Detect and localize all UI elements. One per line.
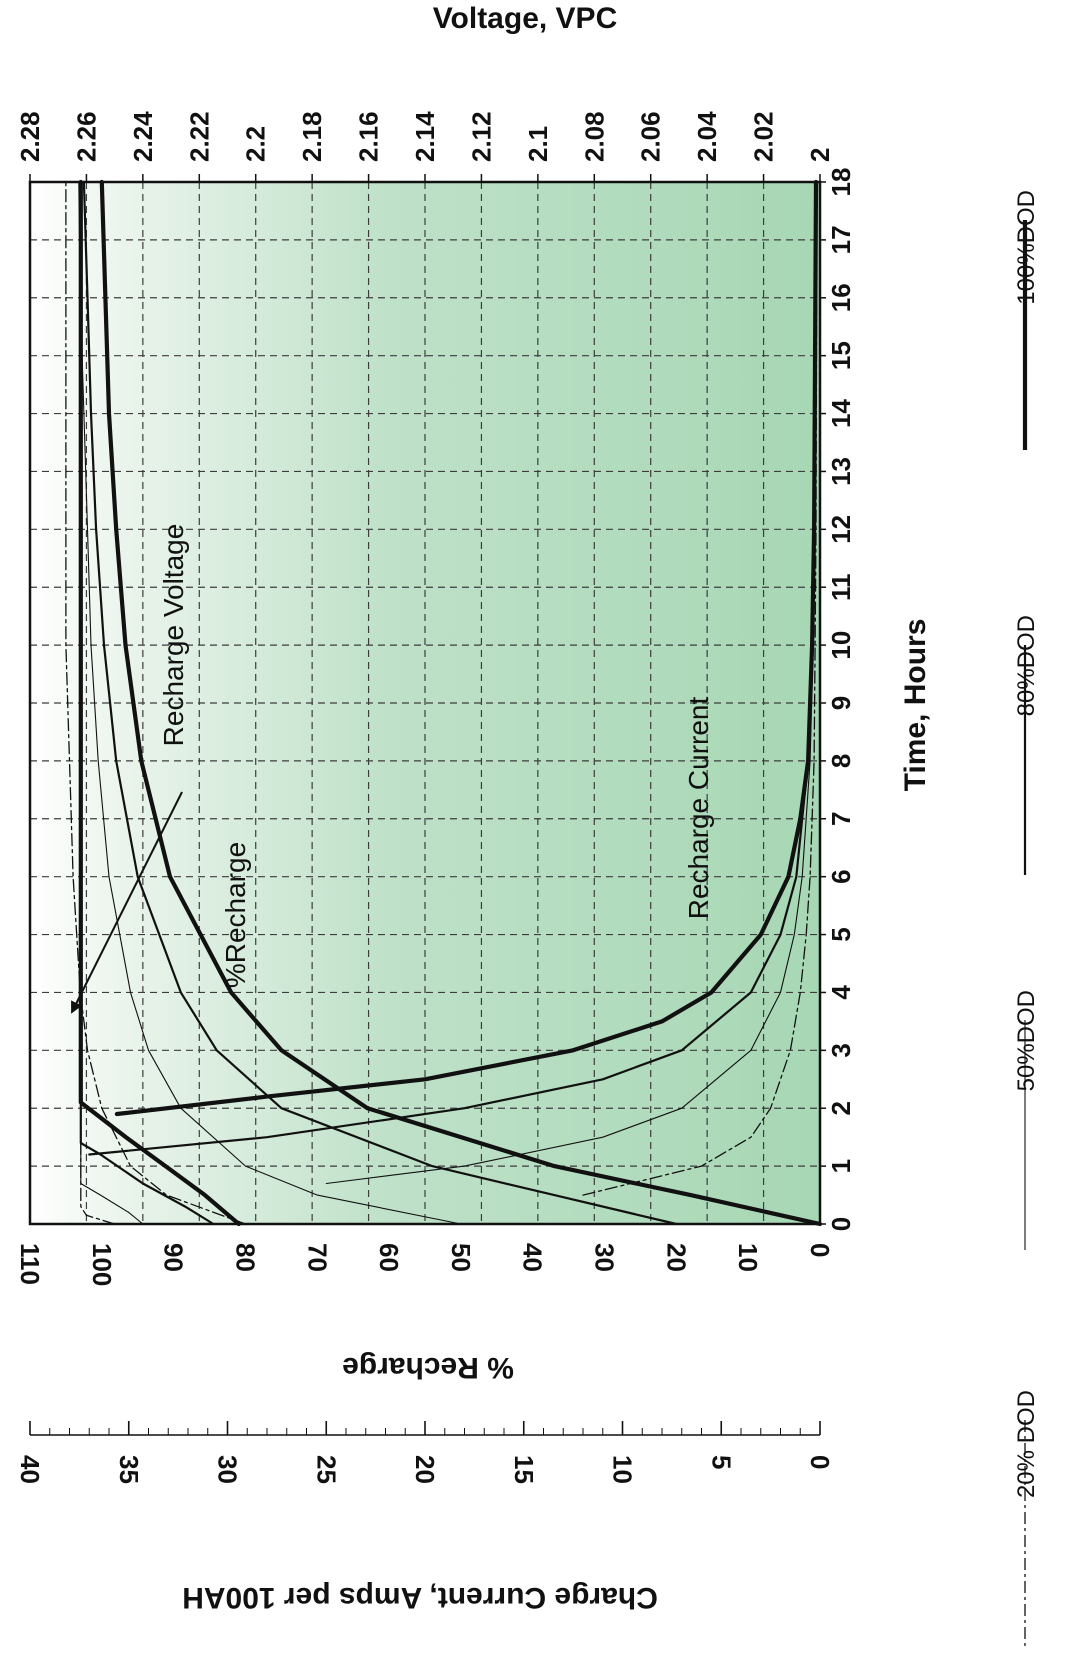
- recharge-tick-20: 20: [661, 1243, 691, 1272]
- recharge-axis-title: % Recharge: [342, 1351, 514, 1384]
- recharge-tick-100: 100: [87, 1243, 117, 1286]
- current-tick-40: 40: [15, 1455, 45, 1484]
- recharge-tick-labels: 0 10 20 30 40 50 60 70 80 90 100 110: [15, 1243, 835, 1286]
- recharge-tick-30: 30: [590, 1243, 620, 1272]
- legend-label: 20% DOD: [1013, 1390, 1040, 1498]
- time-tick-0: 0: [826, 1217, 856, 1231]
- voltage-tick-2.12: 2.12: [466, 111, 496, 162]
- time-tick-4: 4: [826, 985, 856, 1000]
- voltage-tick-2.02: 2.02: [749, 111, 779, 162]
- time-axis-title: Time, Hours: [899, 619, 932, 792]
- time-tick-11: 11: [826, 573, 856, 601]
- current-tick-25: 25: [311, 1455, 341, 1484]
- voltage-tick-2.2: 2.2: [241, 126, 271, 162]
- current-scale-minor-ticks: [29, 1421, 821, 1435]
- recharge-tick-40: 40: [518, 1243, 548, 1272]
- time-tick-1: 1: [826, 1159, 856, 1173]
- time-tick-14: 14: [826, 399, 856, 428]
- time-tick-8: 8: [826, 754, 856, 768]
- current-tick-30: 30: [213, 1455, 243, 1484]
- voltage-tick-2.06: 2.06: [636, 111, 666, 162]
- series-recharge-20-dod: [65, 181, 247, 1225]
- voltage-tick-2.28: 2.28: [15, 111, 45, 162]
- series-curves: [65, 179, 823, 1227]
- time-tick-18: 18: [826, 168, 856, 197]
- voltage-tick-2.16: 2.16: [354, 111, 384, 162]
- grid-lines: [30, 182, 820, 1224]
- time-tick-10: 10: [826, 631, 856, 660]
- voltage-tick-2.08: 2.08: [579, 111, 609, 162]
- time-tick-17: 17: [826, 225, 856, 254]
- voltage-axis-title: Voltage, VPC: [433, 2, 617, 35]
- recharge-tick-110: 110: [15, 1243, 45, 1285]
- series-current-20-dod: [582, 181, 818, 1196]
- current-tick-5: 5: [706, 1455, 736, 1469]
- recharge-tick-50: 50: [446, 1243, 476, 1272]
- voltage-tick-2.18: 2.18: [297, 111, 327, 162]
- time-tick-13: 13: [826, 457, 856, 486]
- voltage-tick-2.04: 2.04: [692, 111, 722, 162]
- current-axis-title: Charge Current, Amps per 100AH: [182, 1581, 658, 1614]
- recharge-tick-70: 70: [302, 1243, 332, 1272]
- current-tick-10: 10: [608, 1455, 638, 1484]
- annotation-percent-recharge: %Recharge: [220, 842, 251, 988]
- annotation-arrow: [71, 791, 183, 1014]
- legend-label: 50%DOD: [1013, 990, 1040, 1091]
- time-tick-16: 16: [826, 283, 856, 312]
- series-recharge-100-dod: [99, 179, 823, 1227]
- time-tick-3: 3: [826, 1043, 856, 1057]
- series-voltage-100-dod: [78, 179, 241, 1227]
- recharge-tick-60: 60: [374, 1243, 404, 1272]
- current-tick-labels: 0 5 10 15 20 25 30 35 40: [15, 1455, 835, 1484]
- series-recharge-80-dod: [82, 180, 678, 1226]
- time-tick-9: 9: [826, 696, 856, 710]
- voltage-tick-2.1: 2.1: [523, 126, 553, 162]
- time-tick-7: 7: [826, 812, 856, 826]
- current-tick-35: 35: [114, 1455, 144, 1484]
- time-tick-6: 6: [826, 869, 856, 883]
- current-tick-0: 0: [805, 1455, 835, 1469]
- voltage-tick-2.22: 2.22: [184, 111, 214, 162]
- series-recharge-50-dod: [78, 181, 462, 1225]
- current-tick-15: 15: [509, 1455, 539, 1484]
- annotation-recharge-current: Recharge Current: [683, 697, 714, 920]
- voltage-tick-2: 2: [805, 148, 835, 162]
- voltage-tick-labels: 22.022.042.062.082.12.122.142.162.182.22…: [15, 111, 835, 182]
- current-tick-20: 20: [410, 1455, 440, 1484]
- voltage-tick-2.14: 2.14: [410, 111, 440, 162]
- recharge-tick-90: 90: [159, 1243, 189, 1272]
- voltage-tick-2.26: 2.26: [71, 111, 101, 162]
- voltage-tick-2.24: 2.24: [128, 111, 158, 162]
- time-tick-2: 2: [826, 1101, 856, 1115]
- time-tick-5: 5: [826, 927, 856, 941]
- recharge-tick-0: 0: [805, 1243, 835, 1257]
- time-tick-12: 12: [826, 515, 856, 544]
- time-tick-15: 15: [826, 341, 856, 370]
- legend-label: 80%DOD: [1013, 615, 1040, 716]
- series-current-100-dod: [114, 179, 819, 1117]
- recharge-tick-10: 10: [733, 1243, 763, 1272]
- annotation-recharge-voltage: Recharge Voltage: [158, 524, 189, 747]
- recharge-tick-80: 80: [230, 1243, 260, 1272]
